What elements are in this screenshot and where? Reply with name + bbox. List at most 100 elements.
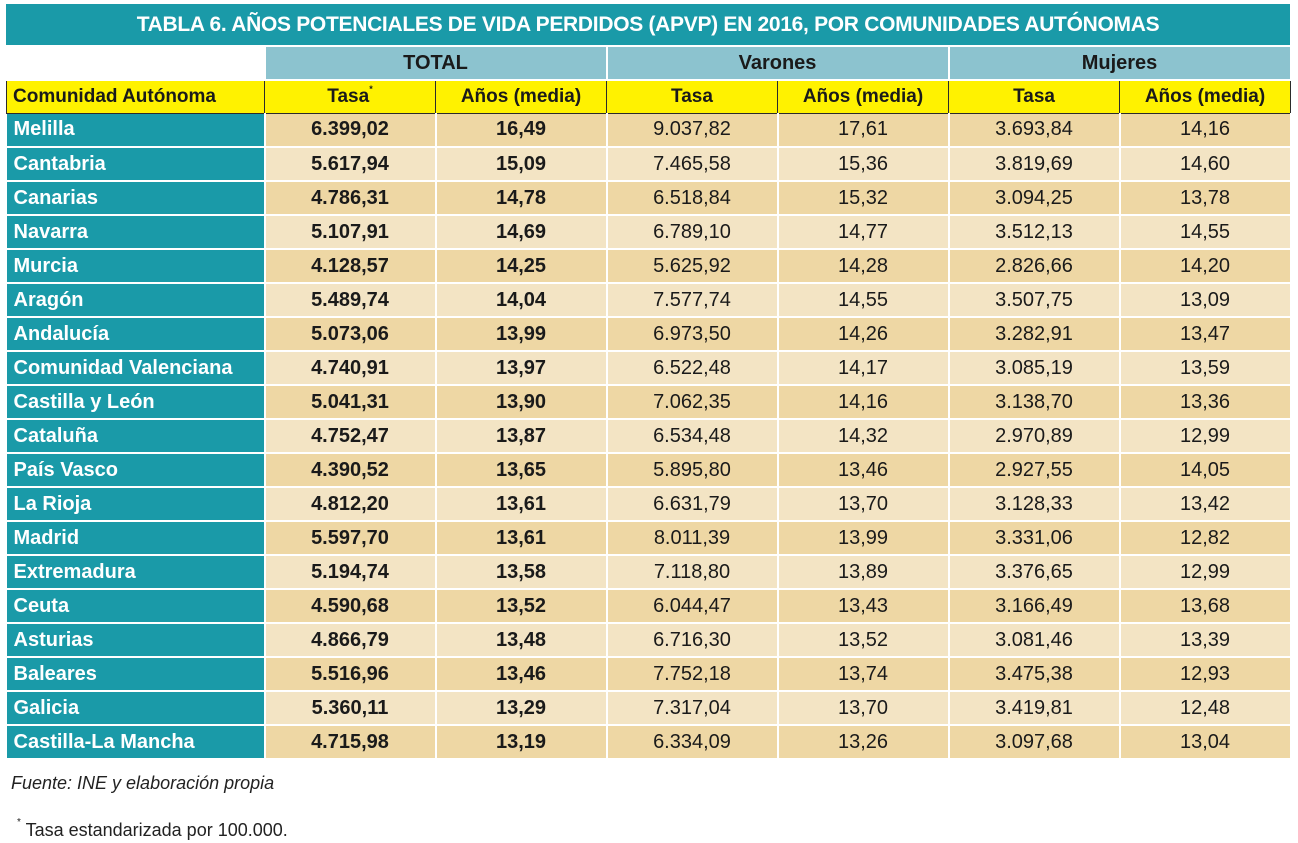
table-row: Andalucía 5.073,06 13,99 6.973,50 14,26 3.282…	[6, 317, 1292, 352]
varones-anos-cell: 13,26	[777, 725, 950, 760]
mujeres-anos-cell: 13,09	[1119, 283, 1292, 318]
region-cell: Navarra	[6, 215, 266, 250]
varones-tasa-cell: 6.522,48	[606, 351, 779, 386]
region-cell: Cantabria	[6, 147, 266, 182]
mujeres-tasa-cell: 3.819,69	[948, 147, 1121, 182]
mujeres-tasa-cell: 2.826,66	[948, 249, 1121, 284]
total-tasa-cell: 5.041,31	[264, 385, 437, 420]
region-cell: Galicia	[6, 691, 266, 726]
total-anos-cell: 13,61	[435, 487, 608, 522]
mujeres-tasa-cell: 2.927,55	[948, 453, 1121, 488]
total-tasa-cell: 4.715,98	[264, 725, 437, 760]
region-cell: Ceuta	[6, 589, 266, 624]
varones-tasa-cell: 9.037,82	[606, 113, 779, 148]
mujeres-tasa-cell: 3.376,65	[948, 555, 1121, 590]
varones-anos-cell: 14,55	[777, 283, 950, 318]
varones-tasa-cell: 6.534,48	[606, 419, 779, 454]
total-anos-cell: 13,58	[435, 555, 608, 590]
mujeres-tasa-cell: 3.512,13	[948, 215, 1121, 250]
varones-tasa-cell: 7.465,58	[606, 147, 779, 182]
mujeres-tasa-cell: 3.331,06	[948, 521, 1121, 556]
total-tasa-cell: 4.786,31	[264, 181, 437, 216]
group-header-mujeres: Mujeres	[948, 47, 1292, 81]
column-header-mujeres-anos: Años (media)	[1119, 79, 1292, 114]
table-row: Castilla-La Mancha 4.715,98 13,19 6.334,09 1…	[6, 725, 1292, 760]
table-row: La Rioja 4.812,20 13,61 6.631,79 13,70 3.128,…	[6, 487, 1292, 522]
total-anos-cell: 13,87	[435, 419, 608, 454]
varones-tasa-cell: 8.011,39	[606, 521, 779, 556]
total-tasa-cell: 6.399,02	[264, 113, 437, 148]
varones-tasa-cell: 7.752,18	[606, 657, 779, 692]
total-tasa-cell: 5.194,74	[264, 555, 437, 590]
total-tasa-footnote-mark: *	[369, 83, 373, 94]
region-cell: Canarias	[6, 181, 266, 216]
mujeres-tasa-cell: 3.282,91	[948, 317, 1121, 352]
varones-tasa-cell: 6.716,30	[606, 623, 779, 658]
varones-tasa-cell: 7.577,74	[606, 283, 779, 318]
total-tasa-cell: 5.617,94	[264, 147, 437, 182]
apvp-table: TOTAL Varones Mujeres Comunidad Autónoma…	[6, 47, 1292, 760]
mujeres-tasa-cell: 2.970,89	[948, 419, 1121, 454]
mujeres-tasa-cell: 3.128,33	[948, 487, 1121, 522]
region-cell: Aragón	[6, 283, 266, 318]
mujeres-anos-cell: 13,04	[1119, 725, 1292, 760]
table-row: Madrid 5.597,70 13,61 8.011,39 13,99 3.331,06…	[6, 521, 1292, 556]
total-tasa-cell: 4.590,68	[264, 589, 437, 624]
varones-tasa-cell: 6.518,84	[606, 181, 779, 216]
total-anos-cell: 13,61	[435, 521, 608, 556]
empty-header-cell	[6, 47, 266, 81]
varones-anos-cell: 13,74	[777, 657, 950, 692]
total-anos-cell: 14,25	[435, 249, 608, 284]
total-anos-cell: 14,04	[435, 283, 608, 318]
source-note: Fuente: INE y elaboración propia	[11, 773, 275, 793]
region-cell: Andalucía	[6, 317, 266, 352]
region-cell: Cataluña	[6, 419, 266, 454]
total-tasa-cell: 4.752,47	[264, 419, 437, 454]
varones-anos-cell: 14,17	[777, 351, 950, 386]
group-header-varones: Varones	[606, 47, 950, 81]
column-header-total-tasa: Tasa*	[264, 79, 436, 114]
mujeres-anos-cell: 14,60	[1119, 147, 1292, 182]
mujeres-tasa-cell: 3.419,81	[948, 691, 1121, 726]
column-header-row: Comunidad Autónoma Tasa* Años (media) Ta…	[6, 79, 1292, 114]
varones-tasa-cell: 6.973,50	[606, 317, 779, 352]
varones-anos-cell: 14,32	[777, 419, 950, 454]
mujeres-anos-cell: 13,36	[1119, 385, 1292, 420]
varones-anos-cell: 17,61	[777, 113, 950, 148]
total-tasa-cell: 4.128,57	[264, 249, 437, 284]
mujeres-tasa-cell: 3.475,38	[948, 657, 1121, 692]
table-row: Navarra 5.107,91 14,69 6.789,10 14,77 3.512,1…	[6, 215, 1292, 250]
total-anos-cell: 13,29	[435, 691, 608, 726]
table-row: Murcia 4.128,57 14,25 5.625,92 14,28 2.826,66…	[6, 249, 1292, 284]
mujeres-anos-cell: 12,99	[1119, 419, 1292, 454]
mujeres-tasa-cell: 3.507,75	[948, 283, 1121, 318]
table-row: Ceuta 4.590,68 13,52 6.044,47 13,43 3.166,49 1…	[6, 589, 1292, 624]
varones-anos-cell: 15,32	[777, 181, 950, 216]
table-row: Canarias 4.786,31 14,78 6.518,84 15,32 3.094,…	[6, 181, 1292, 216]
region-cell: Castilla-La Mancha	[6, 725, 266, 760]
total-tasa-cell: 5.489,74	[264, 283, 437, 318]
region-cell: Comunidad Valenciana	[6, 351, 266, 386]
varones-tasa-cell: 5.625,92	[606, 249, 779, 284]
varones-anos-cell: 14,16	[777, 385, 950, 420]
column-header-varones-tasa: Tasa	[606, 79, 778, 114]
mujeres-anos-cell: 14,05	[1119, 453, 1292, 488]
region-cell: Extremadura	[6, 555, 266, 590]
total-anos-cell: 13,19	[435, 725, 608, 760]
varones-anos-cell: 13,52	[777, 623, 950, 658]
total-anos-cell: 13,97	[435, 351, 608, 386]
mujeres-anos-cell: 12,48	[1119, 691, 1292, 726]
total-anos-cell: 14,78	[435, 181, 608, 216]
total-anos-cell: 13,52	[435, 589, 608, 624]
table-row: Comunidad Valenciana 4.740,91 13,97 6.522,4…	[6, 351, 1292, 386]
mujeres-anos-cell: 14,16	[1119, 113, 1292, 148]
footnote: * Tasa estandarizada por 100.000.	[17, 817, 288, 841]
total-tasa-cell: 5.360,11	[264, 691, 437, 726]
varones-anos-cell: 13,70	[777, 487, 950, 522]
total-tasa-cell: 5.516,96	[264, 657, 437, 692]
total-tasa-cell: 4.812,20	[264, 487, 437, 522]
table-title: TABLA 6. AÑOS POTENCIALES DE VIDA PERDID…	[6, 4, 1290, 47]
varones-anos-cell: 13,46	[777, 453, 950, 488]
total-anos-cell: 13,65	[435, 453, 608, 488]
table-container: TABLA 6. AÑOS POTENCIALES DE VIDA PERDID…	[6, 4, 1292, 760]
